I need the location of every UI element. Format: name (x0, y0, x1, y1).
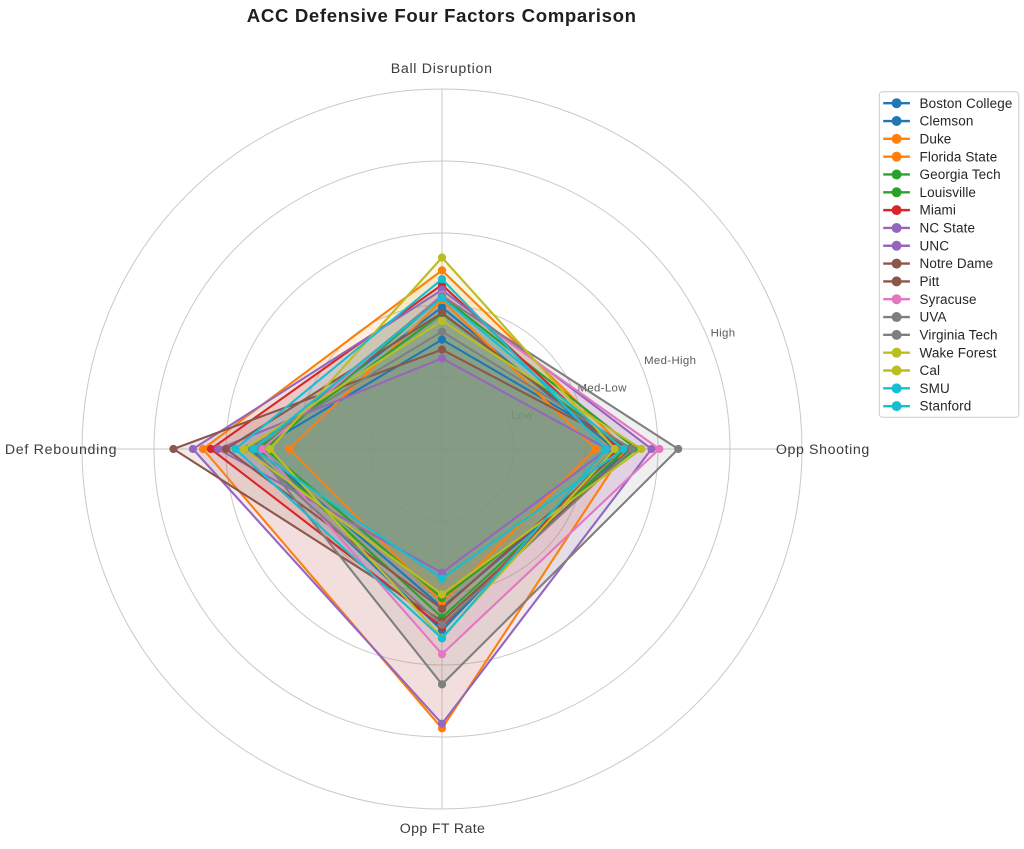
svg-text:Wake Forest: Wake Forest (920, 345, 997, 360)
svg-text:ACC Defensive Four Factors Com: ACC Defensive Four Factors Comparison (247, 5, 637, 26)
svg-text:UNC: UNC (920, 238, 950, 253)
svg-text:NC State: NC State (920, 221, 976, 236)
svg-text:Duke: Duke (920, 131, 952, 146)
svg-text:High: High (711, 328, 736, 340)
svg-text:Syracuse: Syracuse (920, 292, 977, 307)
svg-text:Pitt: Pitt (920, 274, 940, 289)
svg-text:Florida State: Florida State (920, 149, 998, 164)
svg-text:Notre Dame: Notre Dame (920, 256, 994, 271)
svg-text:Georgia Tech: Georgia Tech (920, 167, 1001, 182)
svg-text:Clemson: Clemson (920, 114, 974, 129)
svg-text:Stanford: Stanford (920, 399, 972, 414)
svg-text:UVA: UVA (920, 310, 947, 325)
svg-text:SMU: SMU (920, 381, 950, 396)
svg-text:Med-High: Med-High (644, 355, 696, 367)
svg-text:Miami: Miami (920, 203, 957, 218)
svg-text:Louisville: Louisville (920, 185, 977, 200)
svg-text:Ball Disruption: Ball Disruption (391, 61, 493, 77)
svg-text:Virginia Tech: Virginia Tech (920, 327, 998, 342)
svg-text:Boston College: Boston College (920, 96, 1013, 111)
svg-text:Low: Low (511, 410, 533, 422)
svg-text:Opp FT Rate: Opp FT Rate (400, 821, 486, 837)
svg-text:Opp Shooting: Opp Shooting (776, 442, 870, 458)
svg-text:Cal: Cal (920, 363, 941, 378)
svg-text:Def Rebounding: Def Rebounding (5, 442, 117, 458)
